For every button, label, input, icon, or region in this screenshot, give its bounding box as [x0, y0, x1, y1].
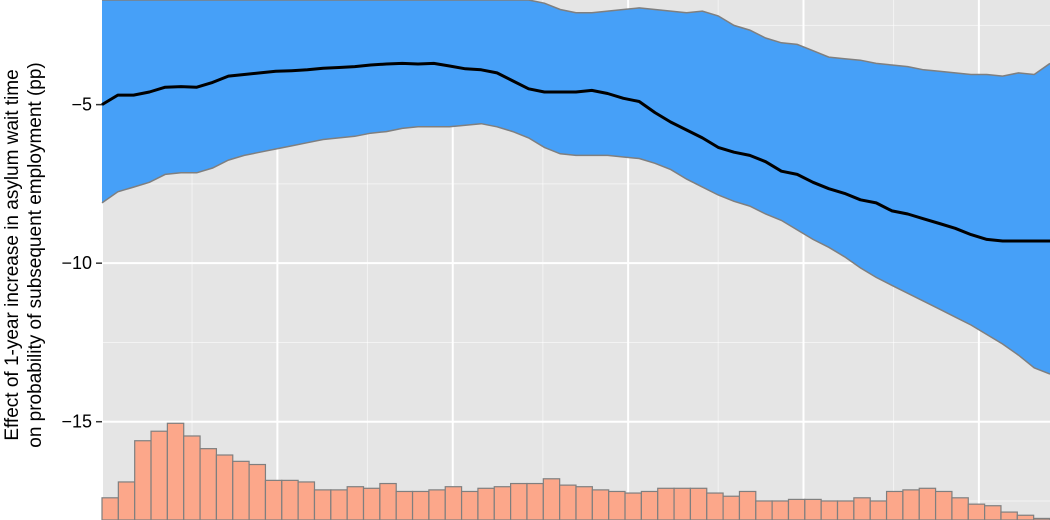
histogram-bar	[166, 422, 185, 520]
histogram-bar	[395, 490, 414, 520]
histogram-bar	[248, 463, 267, 520]
estimate-line-path	[101, 61, 1050, 243]
histogram-bar	[738, 490, 757, 520]
histogram-bar	[379, 482, 397, 520]
histogram-bar	[542, 478, 561, 520]
histogram-bar	[101, 497, 119, 520]
y-axis-title-line-2: on probability of subsequent employment …	[25, 62, 46, 448]
histogram-bar	[526, 482, 544, 520]
histogram-bar	[1016, 514, 1035, 520]
histogram-bar	[510, 482, 528, 520]
histogram-bar	[820, 500, 839, 520]
y-tick-label: −15	[61, 412, 92, 432]
histogram-bar	[199, 448, 218, 520]
histogram-bar	[150, 430, 168, 520]
histogram-bar	[281, 479, 299, 520]
histogram-bar	[934, 490, 953, 520]
histogram-bar	[804, 498, 822, 520]
histogram-bar	[608, 490, 626, 520]
histogram-bar	[591, 489, 610, 520]
y-axis: −5 −10 −15	[61, 95, 102, 432]
histogram-bar	[493, 486, 512, 520]
y-tick-label: −10	[61, 253, 92, 273]
estimate-line	[101, 61, 1050, 243]
confidence-band	[101, 0, 1050, 375]
histogram-bar	[346, 486, 365, 520]
confidence-band-lower-edge	[101, 122, 1050, 375]
histogram-bar	[902, 489, 920, 520]
histogram-bar	[869, 500, 888, 520]
histogram-bar	[853, 497, 871, 520]
histogram-bar	[411, 490, 430, 520]
histogram-bar	[134, 440, 152, 520]
histogram-bar	[297, 481, 316, 520]
histogram-bar	[428, 489, 446, 520]
histogram-bar	[967, 503, 986, 520]
histogram-bar	[885, 490, 904, 520]
histogram-bar	[951, 497, 969, 520]
histogram-bar	[477, 487, 495, 520]
y-tick-label: −5	[71, 95, 92, 115]
histogram-bar	[117, 481, 136, 520]
histogram-bar	[575, 486, 593, 520]
histogram-bar	[836, 500, 855, 520]
histogram-bar	[657, 487, 675, 520]
histogram-bar	[232, 460, 250, 520]
confidence-band-area	[102, 0, 1050, 375]
histogram-bar	[918, 487, 937, 520]
histogram-bar	[624, 492, 642, 520]
y-axis-title-line-1: Effect of 1-year increase in asylum wait…	[2, 69, 23, 440]
histogram-bar	[460, 490, 479, 520]
histogram-bar	[787, 498, 806, 520]
histogram-bar	[706, 492, 724, 520]
histogram-bar	[673, 487, 692, 520]
histogram-bar	[640, 490, 659, 520]
histogram-bar	[771, 500, 790, 520]
histogram-bar	[689, 487, 708, 520]
histogram-bar	[264, 479, 283, 520]
histogram-bar	[984, 505, 1002, 520]
confidence-band-upper-edge	[102, 0, 1050, 77]
histogram-bar	[362, 487, 381, 520]
histogram-bar	[559, 484, 577, 520]
histogram-bar	[330, 489, 348, 520]
histogram-bar	[215, 454, 234, 520]
histogram-bar	[313, 489, 332, 520]
histogram-bar	[1000, 511, 1018, 520]
histogram-bar	[722, 495, 741, 520]
histogram-bar	[755, 500, 773, 520]
histogram-bar	[183, 435, 201, 520]
histogram-bar	[444, 486, 463, 520]
